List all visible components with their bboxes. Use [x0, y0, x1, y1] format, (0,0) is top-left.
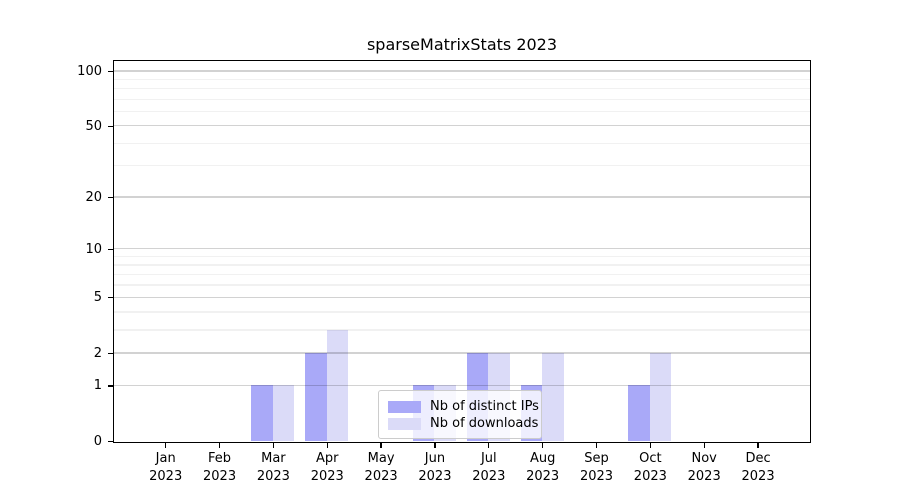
y-axis-tick-mark	[108, 70, 113, 73]
y-axis-tick-label: 50	[85, 118, 102, 134]
x-axis-tick-mark	[542, 443, 544, 448]
y-axis-tick-mark	[108, 297, 113, 299]
y-axis-tick-label: 2	[93, 345, 102, 361]
bar-distinct-ips-mar	[251, 385, 273, 441]
y-axis-tick-label: 1	[93, 378, 102, 394]
y-axis-tick-mark	[108, 352, 113, 355]
legend: Nb of distinct IPs Nb of downloads	[378, 390, 542, 439]
x-axis-tick-year: 2023	[526, 468, 560, 484]
y-axis-tick-label: 100	[77, 64, 102, 79]
bar-distinct-ips-oct	[628, 385, 650, 441]
x-axis-tick-mark	[757, 443, 759, 448]
bar-downloads-apr	[326, 329, 349, 441]
plot-area: Nb of distinct IPs Nb of downloads	[113, 60, 811, 443]
legend-entry-downloads: Nb of downloads	[388, 415, 538, 432]
x-axis-tick-year: 2023	[579, 468, 614, 484]
y-axis-tick-mark	[108, 248, 113, 250]
x-axis-tick-year: 2023	[472, 468, 506, 484]
x-axis-tick-mark	[649, 443, 651, 448]
y-axis-tick-label: 20	[85, 189, 102, 205]
x-axis-tick-label: Feb 2023	[188, 450, 252, 485]
x-axis-tick-year: 2023	[687, 468, 721, 484]
x-axis-tick-label: Mar 2023	[241, 450, 305, 485]
y-axis-tick-mark	[108, 125, 113, 127]
y-axis-tick-label: 10	[85, 241, 102, 257]
x-axis-tick-label: Aug 2023	[511, 450, 575, 485]
x-axis-tick-year: 2023	[149, 468, 183, 484]
x-axis-tick-year: 2023	[418, 468, 452, 484]
legend-swatch-distinct-ips	[388, 400, 421, 413]
x-axis-tick-year: 2023	[741, 468, 775, 484]
bar-downloads-mar	[272, 385, 295, 441]
x-axis-tick-label: Dec 2023	[726, 450, 790, 485]
x-axis-tick-mark	[380, 443, 382, 448]
x-axis-tick-mark	[326, 443, 328, 448]
x-axis-tick-year: 2023	[310, 468, 344, 484]
chart-title: sparseMatrixStats 2023	[366, 35, 558, 54]
bar-distinct-ips-apr	[305, 352, 327, 441]
y-axis-tick-label: 0	[93, 434, 102, 449]
legend-label-downloads: Nb of downloads	[430, 416, 539, 431]
legend-label-distinct-ips: Nb of distinct IPs	[430, 399, 539, 414]
y-axis-tick-mark	[108, 385, 113, 387]
bar-downloads-aug	[542, 352, 564, 441]
y-axis-tick-mark	[108, 196, 113, 199]
x-axis-tick-label: Jul 2023	[457, 450, 521, 485]
x-axis-tick-year: 2023	[203, 468, 237, 484]
y-axis-tick-label: 5	[93, 290, 102, 306]
x-axis-tick-mark	[218, 443, 221, 448]
legend-swatch-downloads	[388, 417, 421, 430]
x-axis-tick-mark	[165, 443, 167, 448]
x-axis-tick-year: 2023	[364, 468, 398, 484]
x-axis-tick-mark	[703, 443, 705, 448]
x-axis-tick-label: Nov 2023	[672, 450, 736, 485]
bar-downloads-oct	[649, 352, 672, 441]
x-axis-tick-label: Jun 2023	[403, 450, 467, 485]
bars-layer	[114, 61, 810, 442]
x-axis-tick-year: 2023	[633, 468, 667, 484]
x-axis-tick-mark	[595, 443, 598, 448]
x-axis-tick-label: Jan 2023	[134, 450, 198, 485]
x-axis-tick-mark	[488, 443, 490, 448]
legend-entry-distinct-ips: Nb of distinct IPs	[388, 398, 539, 415]
x-axis-tick-year: 2023	[256, 468, 290, 484]
x-axis-tick-label: Sep 2023	[565, 450, 629, 485]
x-axis-tick-label: Apr 2023	[295, 450, 359, 485]
x-axis-tick-mark	[434, 443, 436, 448]
x-axis-tick-label: May 2023	[349, 450, 413, 485]
x-axis-tick-mark	[272, 443, 275, 448]
y-axis-tick-mark	[108, 440, 113, 443]
x-axis-tick-label: Oct 2023	[618, 450, 682, 485]
